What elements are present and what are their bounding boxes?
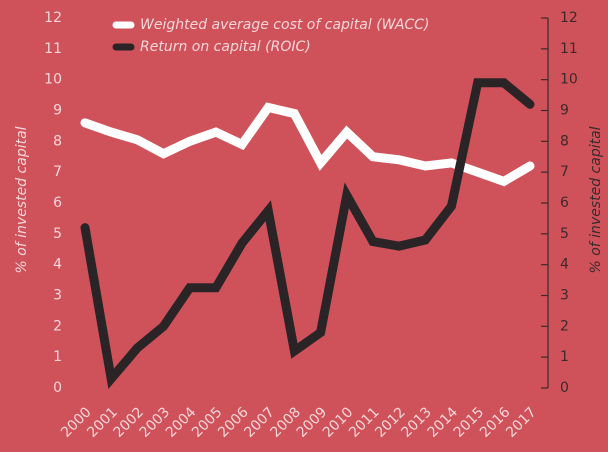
y-tick-label: 4 — [53, 257, 62, 273]
y-axis-label: % of invested capital — [14, 126, 30, 273]
y2-tick-label: 5 — [560, 226, 569, 242]
legend-label: Weighted average cost of capital (WACC) — [140, 17, 429, 33]
y-tick-label: 10 — [44, 72, 62, 88]
y2-tick-label: 2 — [560, 318, 569, 334]
y2-tick-label: 8 — [560, 133, 569, 149]
y2-tick-label: 4 — [560, 257, 569, 273]
y-tick-label: 0 — [53, 380, 62, 396]
y-tick-label: 6 — [53, 195, 62, 211]
y2-tick-label: 0 — [560, 380, 569, 396]
legend-label: Return on capital (ROIC) — [140, 39, 311, 55]
y-tick-label: 7 — [53, 164, 62, 180]
y2-tick-label: 12 — [560, 10, 578, 26]
y-tick-label: 3 — [53, 288, 62, 304]
y2-tick-label: 3 — [560, 288, 569, 304]
y2-tick-label: 9 — [560, 103, 569, 119]
chart: % of invested capital % of invested capi… — [0, 0, 608, 452]
y2-tick-label: 1 — [560, 349, 569, 365]
y2-axis-label: % of invested capital — [588, 126, 604, 273]
y-tick-label: 5 — [53, 226, 62, 242]
y-tick-label: 1 — [53, 349, 62, 365]
y2-tick-label: 6 — [560, 195, 569, 211]
y2-tick-label: 11 — [560, 41, 578, 57]
y-tick-label: 12 — [44, 10, 62, 26]
y2-tick-label: 7 — [560, 164, 569, 180]
y-tick-label: 8 — [53, 133, 62, 149]
y-tick-label: 2 — [53, 318, 62, 334]
y2-tick-label: 10 — [560, 72, 578, 88]
y-tick-label: 9 — [53, 103, 62, 119]
y-tick-label: 11 — [44, 41, 62, 57]
background — [0, 0, 608, 452]
